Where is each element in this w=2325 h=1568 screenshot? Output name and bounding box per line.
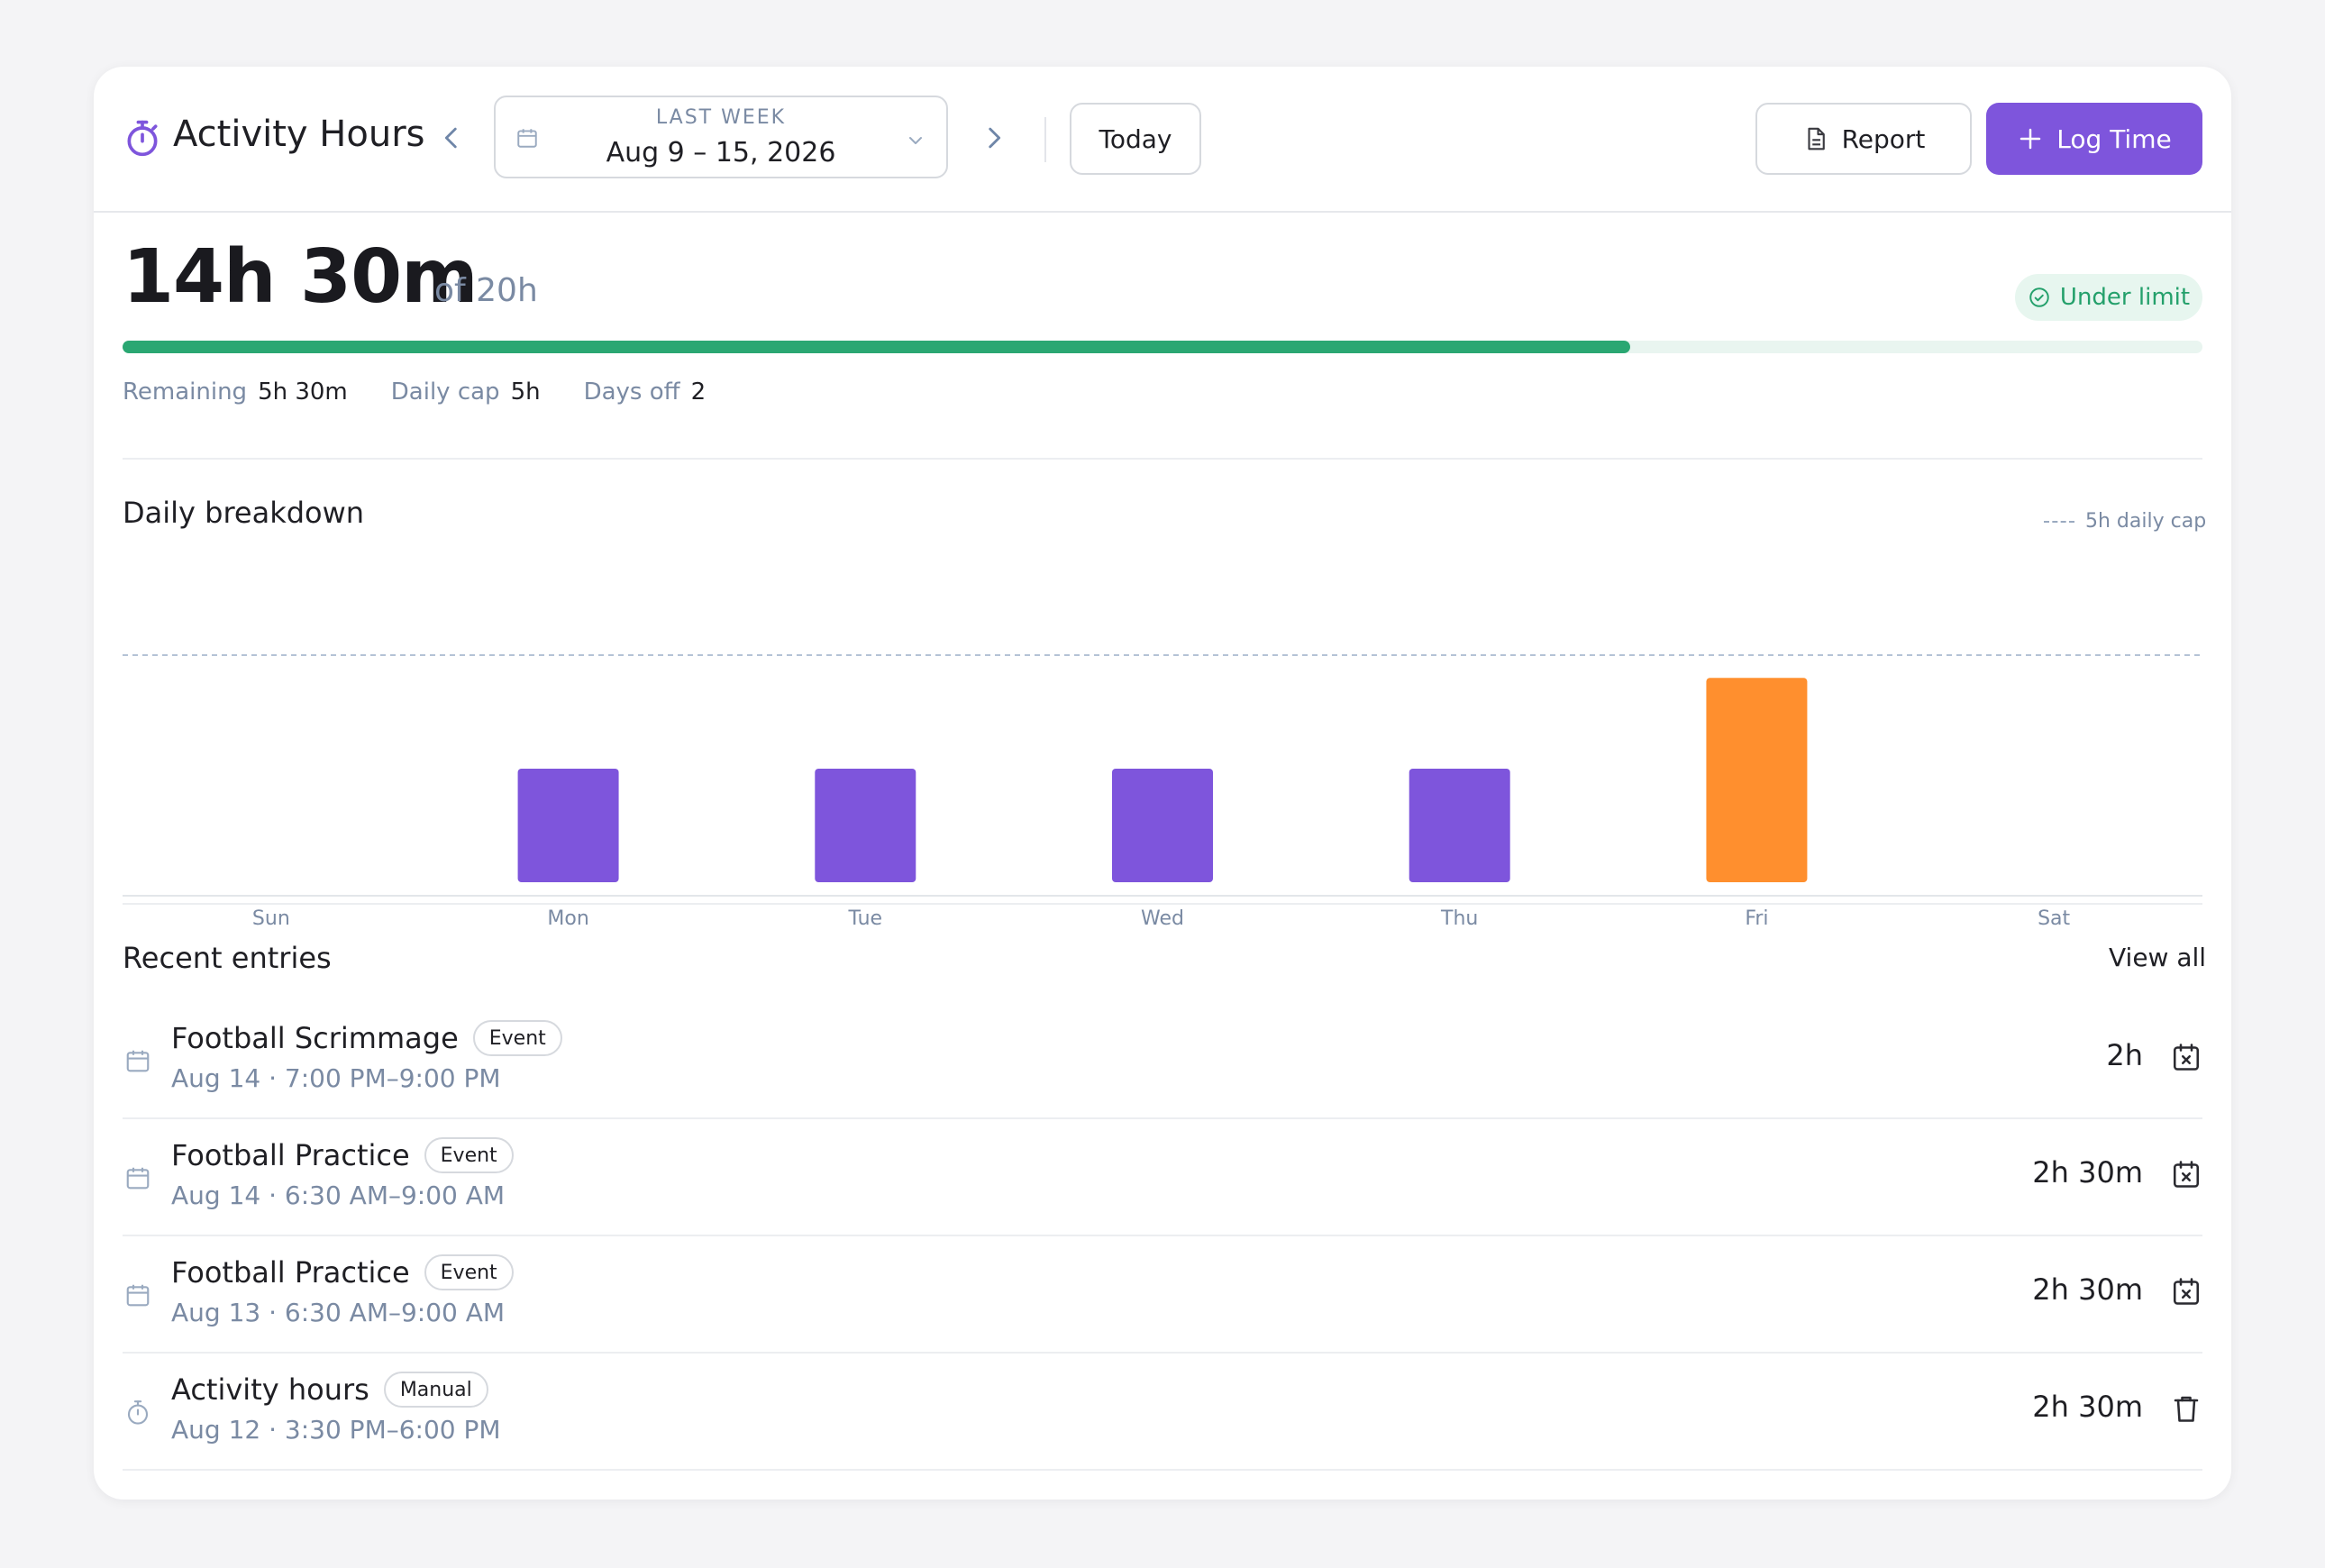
entry-duration: 2h 30m — [2032, 1390, 2143, 1424]
stat-value: 5h — [510, 378, 541, 406]
entry-tag: Event — [424, 1137, 514, 1173]
entry-name: Football Scrimmage — [171, 1021, 459, 1055]
breakdown-title: Daily breakdown — [123, 496, 365, 530]
recent-title: Recent entries — [123, 941, 332, 975]
trash-icon[interactable] — [2170, 1392, 2202, 1425]
stat-days-off: Days off 2 — [584, 378, 707, 406]
calendar-remove-icon[interactable] — [2170, 1158, 2202, 1190]
page-title: Activity Hours — [173, 114, 425, 155]
card-header: Activity Hours LAST WEEK Aug 9 – 15, 202… — [94, 67, 2231, 213]
entry-tag: Event — [424, 1254, 514, 1290]
progress-track — [123, 341, 2202, 353]
stopwatch-icon — [127, 120, 158, 157]
bar-thu[interactable] — [1409, 769, 1510, 882]
section-divider — [123, 458, 2202, 460]
entry-name: Football Practice — [171, 1255, 410, 1290]
entry-time: Aug 14 · 7:00 PM–9:00 PM — [171, 1063, 501, 1093]
stopwatch-icon — [124, 1399, 151, 1426]
report-button[interactable]: Report — [1755, 103, 1972, 175]
date-range-picker[interactable]: LAST WEEK Aug 9 – 15, 2026 — [494, 96, 948, 178]
status-badge-label: Under limit — [2059, 284, 2191, 311]
entry-time: Aug 13 · 6:30 AM–9:00 AM — [171, 1298, 506, 1327]
calendar-icon — [124, 1164, 151, 1191]
chevron-right-icon[interactable] — [979, 123, 1009, 153]
stat-value: 5h 30m — [258, 378, 348, 406]
x-tick-label: Sat — [2038, 907, 2070, 930]
total-hours: 14h 30m — [123, 234, 479, 320]
stat-remaining: Remaining 5h 30m — [123, 378, 348, 406]
header-divider — [1044, 117, 1046, 162]
report-button-label: Report — [1841, 123, 1926, 154]
x-tick-label: Sun — [252, 907, 290, 930]
bar-mon[interactable] — [517, 769, 619, 882]
plus-icon — [2020, 128, 2041, 150]
chevron-left-icon[interactable] — [436, 123, 467, 153]
log-time-button-label: Log Time — [2056, 123, 2172, 154]
stat-value: 2 — [690, 378, 707, 406]
entry-row[interactable]: Football Practice Event Aug 14 · 6:30 AM–9… — [123, 1117, 2202, 1236]
entry-name-wrap: Football Practice Event — [171, 1137, 514, 1173]
entry-row[interactable]: Football Practice Event Aug 13 · 6:30 AM–9… — [123, 1235, 2202, 1354]
bar-fri[interactable] — [1706, 678, 1808, 882]
calendar-remove-icon[interactable] — [2170, 1041, 2202, 1073]
entry-tag: Event — [472, 1020, 562, 1056]
calendar-icon — [124, 1047, 151, 1074]
bar-tue[interactable] — [815, 769, 916, 882]
today-button[interactable]: Today — [1070, 103, 1201, 175]
log-time-button[interactable]: Log Time — [1986, 103, 2202, 175]
stat-label: Remaining — [123, 378, 248, 406]
summary-stats: Remaining 5h 30m Daily cap 5h Days off 2 — [123, 378, 706, 406]
entry-duration: 2h — [2106, 1038, 2143, 1072]
entry-duration: 2h 30m — [2032, 1155, 2143, 1190]
entry-duration: 2h 30m — [2032, 1272, 2143, 1307]
range-label: LAST WEEK — [655, 106, 787, 129]
legend-label: 5h daily cap — [2085, 510, 2207, 533]
status-badge: Under limit — [2015, 274, 2202, 321]
x-tick-label: Fri — [1745, 907, 1768, 930]
entry-time: Aug 12 · 3:30 PM–6:00 PM — [171, 1415, 501, 1445]
hours-limit: of 20h — [434, 272, 538, 309]
entry-name-wrap: Activity hours Manual — [171, 1372, 488, 1408]
progress-fill — [123, 341, 1631, 353]
stat-label: Daily cap — [390, 378, 500, 406]
document-icon — [1808, 127, 1825, 150]
entry-name-wrap: Football Practice Event — [171, 1254, 514, 1290]
entry-time: Aug 14 · 6:30 AM–9:00 AM — [171, 1181, 506, 1210]
legend-dash — [2044, 520, 2074, 523]
activity-hours-card: Activity Hours LAST WEEK Aug 9 – 15, 202… — [94, 67, 2231, 1500]
view-all-link[interactable]: View all — [2109, 943, 2207, 972]
entry-row[interactable]: Football Scrimmage Event Aug 14 · 7:00 PM–… — [123, 1000, 2202, 1119]
calendar-icon — [517, 129, 537, 148]
check-circle-icon — [2029, 287, 2049, 307]
entry-name-wrap: Football Scrimmage Event — [171, 1020, 562, 1056]
chevron-down-icon — [909, 137, 922, 144]
section-divider — [123, 903, 2202, 905]
entry-row[interactable]: Activity hours Manual Aug 12 · 3:30 PM–6:0… — [123, 1352, 2202, 1471]
daily-breakdown-chart: Sun Mon Tue Wed Thu Fri Sat — [123, 654, 2202, 930]
range-value: Aug 9 – 15, 2026 — [606, 137, 836, 169]
chart-legend: 5h daily cap — [2044, 510, 2206, 533]
x-tick-label: Thu — [1440, 907, 1478, 930]
x-tick-label: Mon — [547, 907, 588, 930]
stat-daily-cap: Daily cap 5h — [391, 378, 541, 406]
calendar-icon — [124, 1281, 151, 1308]
stat-label: Days off — [583, 378, 680, 406]
x-tick-label: Tue — [847, 907, 882, 930]
entry-name: Football Practice — [171, 1138, 410, 1172]
calendar-remove-icon[interactable] — [2170, 1275, 2202, 1308]
x-tick-label: Wed — [1141, 907, 1184, 930]
entry-name: Activity hours — [171, 1372, 369, 1407]
entry-tag: Manual — [383, 1372, 488, 1408]
bar-wed[interactable] — [1112, 769, 1213, 882]
